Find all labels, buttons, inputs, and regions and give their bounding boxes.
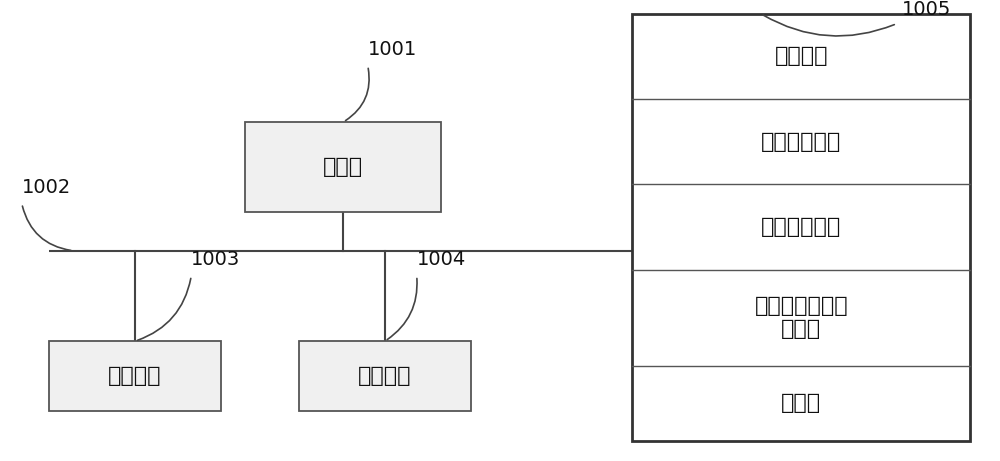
- Bar: [245, 122, 441, 213]
- Text: 1004: 1004: [417, 250, 466, 269]
- Bar: [632, 14, 970, 441]
- Text: 网络接口: 网络接口: [358, 366, 412, 386]
- Text: 1005: 1005: [902, 0, 951, 19]
- Text: 基于蓝牙的定位
开程序: 基于蓝牙的定位 开程序: [755, 296, 848, 339]
- Text: 1001: 1001: [368, 40, 417, 59]
- Text: 1002: 1002: [22, 177, 71, 196]
- Text: 存储器: 存储器: [781, 393, 821, 413]
- Text: 1003: 1003: [191, 250, 241, 269]
- Bar: [49, 341, 221, 411]
- Bar: [299, 341, 471, 411]
- Text: 用户接口: 用户接口: [108, 366, 162, 386]
- Text: 处理器: 处理器: [323, 157, 363, 177]
- Text: 操作系统: 操作系统: [775, 47, 828, 66]
- Text: 网络通信模块: 网络通信模块: [761, 132, 841, 152]
- Text: 用户接口模块: 用户接口模块: [761, 217, 841, 237]
